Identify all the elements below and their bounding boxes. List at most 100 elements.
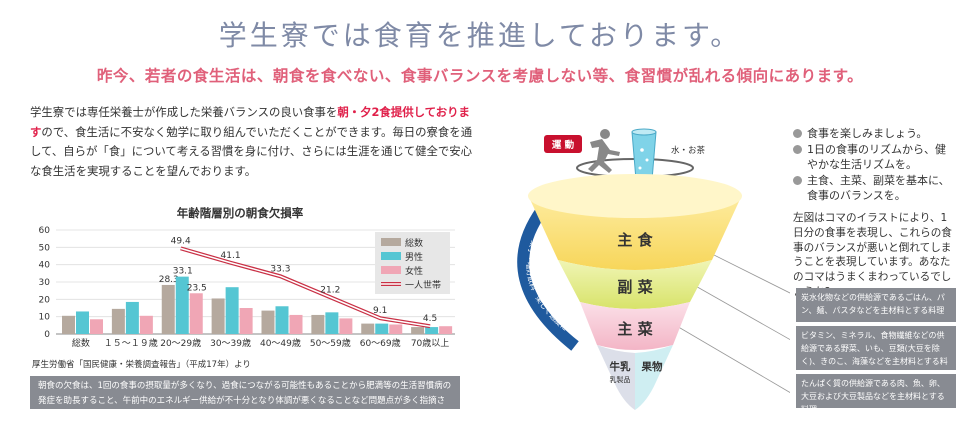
bar-女性 <box>439 326 453 334</box>
advice-text: 食事を楽しみましょう。 <box>807 127 928 140</box>
milk-label: 牛乳 <box>610 360 631 373</box>
bar-総数 <box>411 327 425 334</box>
bar-女性 <box>90 319 103 334</box>
bar-総数 <box>361 323 375 334</box>
breakfast-skip-chart: 0 10 20 30 40 50 60 総数 １５～１９歳 28.333.1 23.5 20～29歳 3… <box>39 226 455 349</box>
fukusai-description: ビタミン、ミネラル、食物繊維などの供給源である野菜、いも、豆類(大豆を除く)、き… <box>796 326 956 379</box>
line-data-label: 9.1 <box>373 306 387 316</box>
legend-label: 一人世帯 <box>405 279 441 291</box>
shusai-label: 主 菜 <box>617 320 652 338</box>
intro-text-2: ので、食生活に不安なく勉学に取り組んでいただくことができます。毎日の寮食を通して… <box>30 124 473 178</box>
legend-swatch <box>381 238 401 246</box>
bubble <box>638 166 642 170</box>
bubble <box>645 158 649 162</box>
water-label: 水・お茶 <box>671 145 706 156</box>
x-tick-label: 総数 <box>72 337 90 349</box>
bar-総数 <box>211 298 225 334</box>
legend-label: 男性 <box>405 251 423 263</box>
breakfast-note: 朝食の欠食は、1回の食事の摂取量が多くなり、過食につながる可能性もあることから肥… <box>30 376 460 421</box>
y-tick-label: 0 <box>44 330 50 340</box>
y-tick-label: 40 <box>39 261 51 271</box>
y-tick-label: 50 <box>39 243 51 253</box>
bar-data-label: 23.5 <box>187 283 207 293</box>
advice-text: 1日の食事のリズムから、健やかな生活リズムを。 <box>807 142 946 172</box>
line-data-label: 41.1 <box>221 251 241 261</box>
bar-女性 <box>239 308 253 334</box>
intro-highlight: 朝・夕2食提供しております <box>30 105 470 139</box>
snack-arc <box>517 206 579 351</box>
milk-sub-label: 乳製品 <box>610 375 631 384</box>
bar-男性 <box>225 287 239 334</box>
leader-line-fukusai <box>684 279 790 341</box>
bar-女性 <box>139 315 153 334</box>
shushoku-top <box>528 174 742 218</box>
bar-総数 <box>161 284 175 334</box>
x-tick-label: 20～29歳 <box>160 337 201 349</box>
bar-女性 <box>339 318 353 334</box>
runner-icon <box>588 129 620 173</box>
bar-男性 <box>125 301 139 334</box>
spinning-top-diagram: 水・お茶 運 動 菓子・嗜好飲料 楽しく適度に 主 食 副 菜 主 菜 牛乳 乳… <box>517 128 790 410</box>
line-data-label: 4.5 <box>423 314 437 324</box>
advice-item: 主食、主菜、副菜を基本に、食事のバランスを。 <box>793 173 953 204</box>
y-tick-label: 30 <box>39 278 51 288</box>
milk-layer <box>597 345 635 410</box>
advice-item: 1日の食事のリズムから、健やかな生活リズムを。 <box>793 142 953 173</box>
shushoku-label: 主 食 <box>617 231 653 249</box>
line-data-label: 33.3 <box>270 264 290 274</box>
bar-総数 <box>62 315 75 334</box>
advice-list: 食事を楽しみましょう。 1日の食事のリズムから、健やかな生活リズムを。 主食、主… <box>793 126 953 204</box>
shusai-description: たんぱく質の供給源である肉、魚、卵、大豆および大豆製品などを主材料とする料理 <box>796 374 956 414</box>
bar-男性 <box>76 311 89 334</box>
x-tick-label: 30～39歳 <box>210 337 251 349</box>
shusai-layer <box>580 302 690 350</box>
legend-label: 女性 <box>405 265 423 277</box>
bullet-dot-icon <box>793 129 802 138</box>
bar-男性 <box>425 327 439 334</box>
diagram-explanation: 左図はコマのイラストにより、1日分の食事を表現し、これらの食事のバランスが悪いと… <box>793 212 952 298</box>
advice-text: 主食、主菜、副菜を基本に、食事のバランスを。 <box>807 173 950 203</box>
bar-男性 <box>275 306 289 334</box>
bar-女性 <box>289 314 303 334</box>
water-cup-icon <box>631 131 657 181</box>
leader-line-shusai <box>674 324 790 393</box>
bullet-dot-icon <box>793 175 802 185</box>
bar-男性 <box>375 323 389 334</box>
chart-title: 年齢階層別の朝食欠損率 <box>176 206 304 220</box>
chart-source: 厚生労働省「国民健康・栄養調査報告」（平成17年）より <box>32 360 251 370</box>
fruit-layer <box>635 345 673 410</box>
bubble <box>640 148 644 152</box>
x-tick-label: 40～49歳 <box>260 337 301 349</box>
line-一人世帯-inner <box>180 247 431 327</box>
water-cup-rim <box>631 128 657 136</box>
intro-paragraph: 学生寮では専任栄養士が作成した栄養バランスの良い食事を朝・夕2食提供しております… <box>30 103 473 181</box>
line-data-label: 49.4 <box>171 236 191 246</box>
bar-女性 <box>389 324 403 334</box>
bar-男性 <box>325 312 339 334</box>
y-tick-label: 60 <box>39 226 51 236</box>
exercise-badge-label: 運 動 <box>552 139 575 151</box>
bar-女性 <box>189 293 203 334</box>
exercise-badge <box>544 135 582 153</box>
line-data-label: 21.2 <box>320 285 340 295</box>
bar-data-label: 33.1 <box>173 267 193 277</box>
y-tick-label: 20 <box>39 295 51 305</box>
bar-総数 <box>311 314 325 334</box>
legend-label: 総数 <box>405 237 423 249</box>
advice-item: 食事を楽しみましょう。 <box>793 126 953 142</box>
fruit-label: 果物 <box>641 360 663 373</box>
bullet-dot-icon <box>793 144 802 154</box>
x-tick-label: 60～69歳 <box>360 337 401 349</box>
legend-swatch <box>381 266 401 274</box>
legend-swatch <box>381 252 401 260</box>
bar-総数 <box>261 310 275 334</box>
y-tick-label: 10 <box>39 313 51 323</box>
bar-data-label: 28.3 <box>159 275 179 285</box>
page-subtitle: 昨今、若者の食生活は、朝食を食べない、食事バランスを考慮しない等、食習慣が乱れる… <box>96 67 864 85</box>
page-title: 学生寮では食育を推進しております。 <box>218 19 742 52</box>
bar-総数 <box>111 308 125 334</box>
x-tick-label: 50～59歳 <box>310 337 351 349</box>
shushoku-description: 炭水化物などの供給源であるごはん、パン、麺、パスタなどを主材料とする料理 <box>796 288 956 322</box>
bar-男性 <box>175 276 189 334</box>
x-tick-label: １５～１９歳 <box>104 337 158 349</box>
